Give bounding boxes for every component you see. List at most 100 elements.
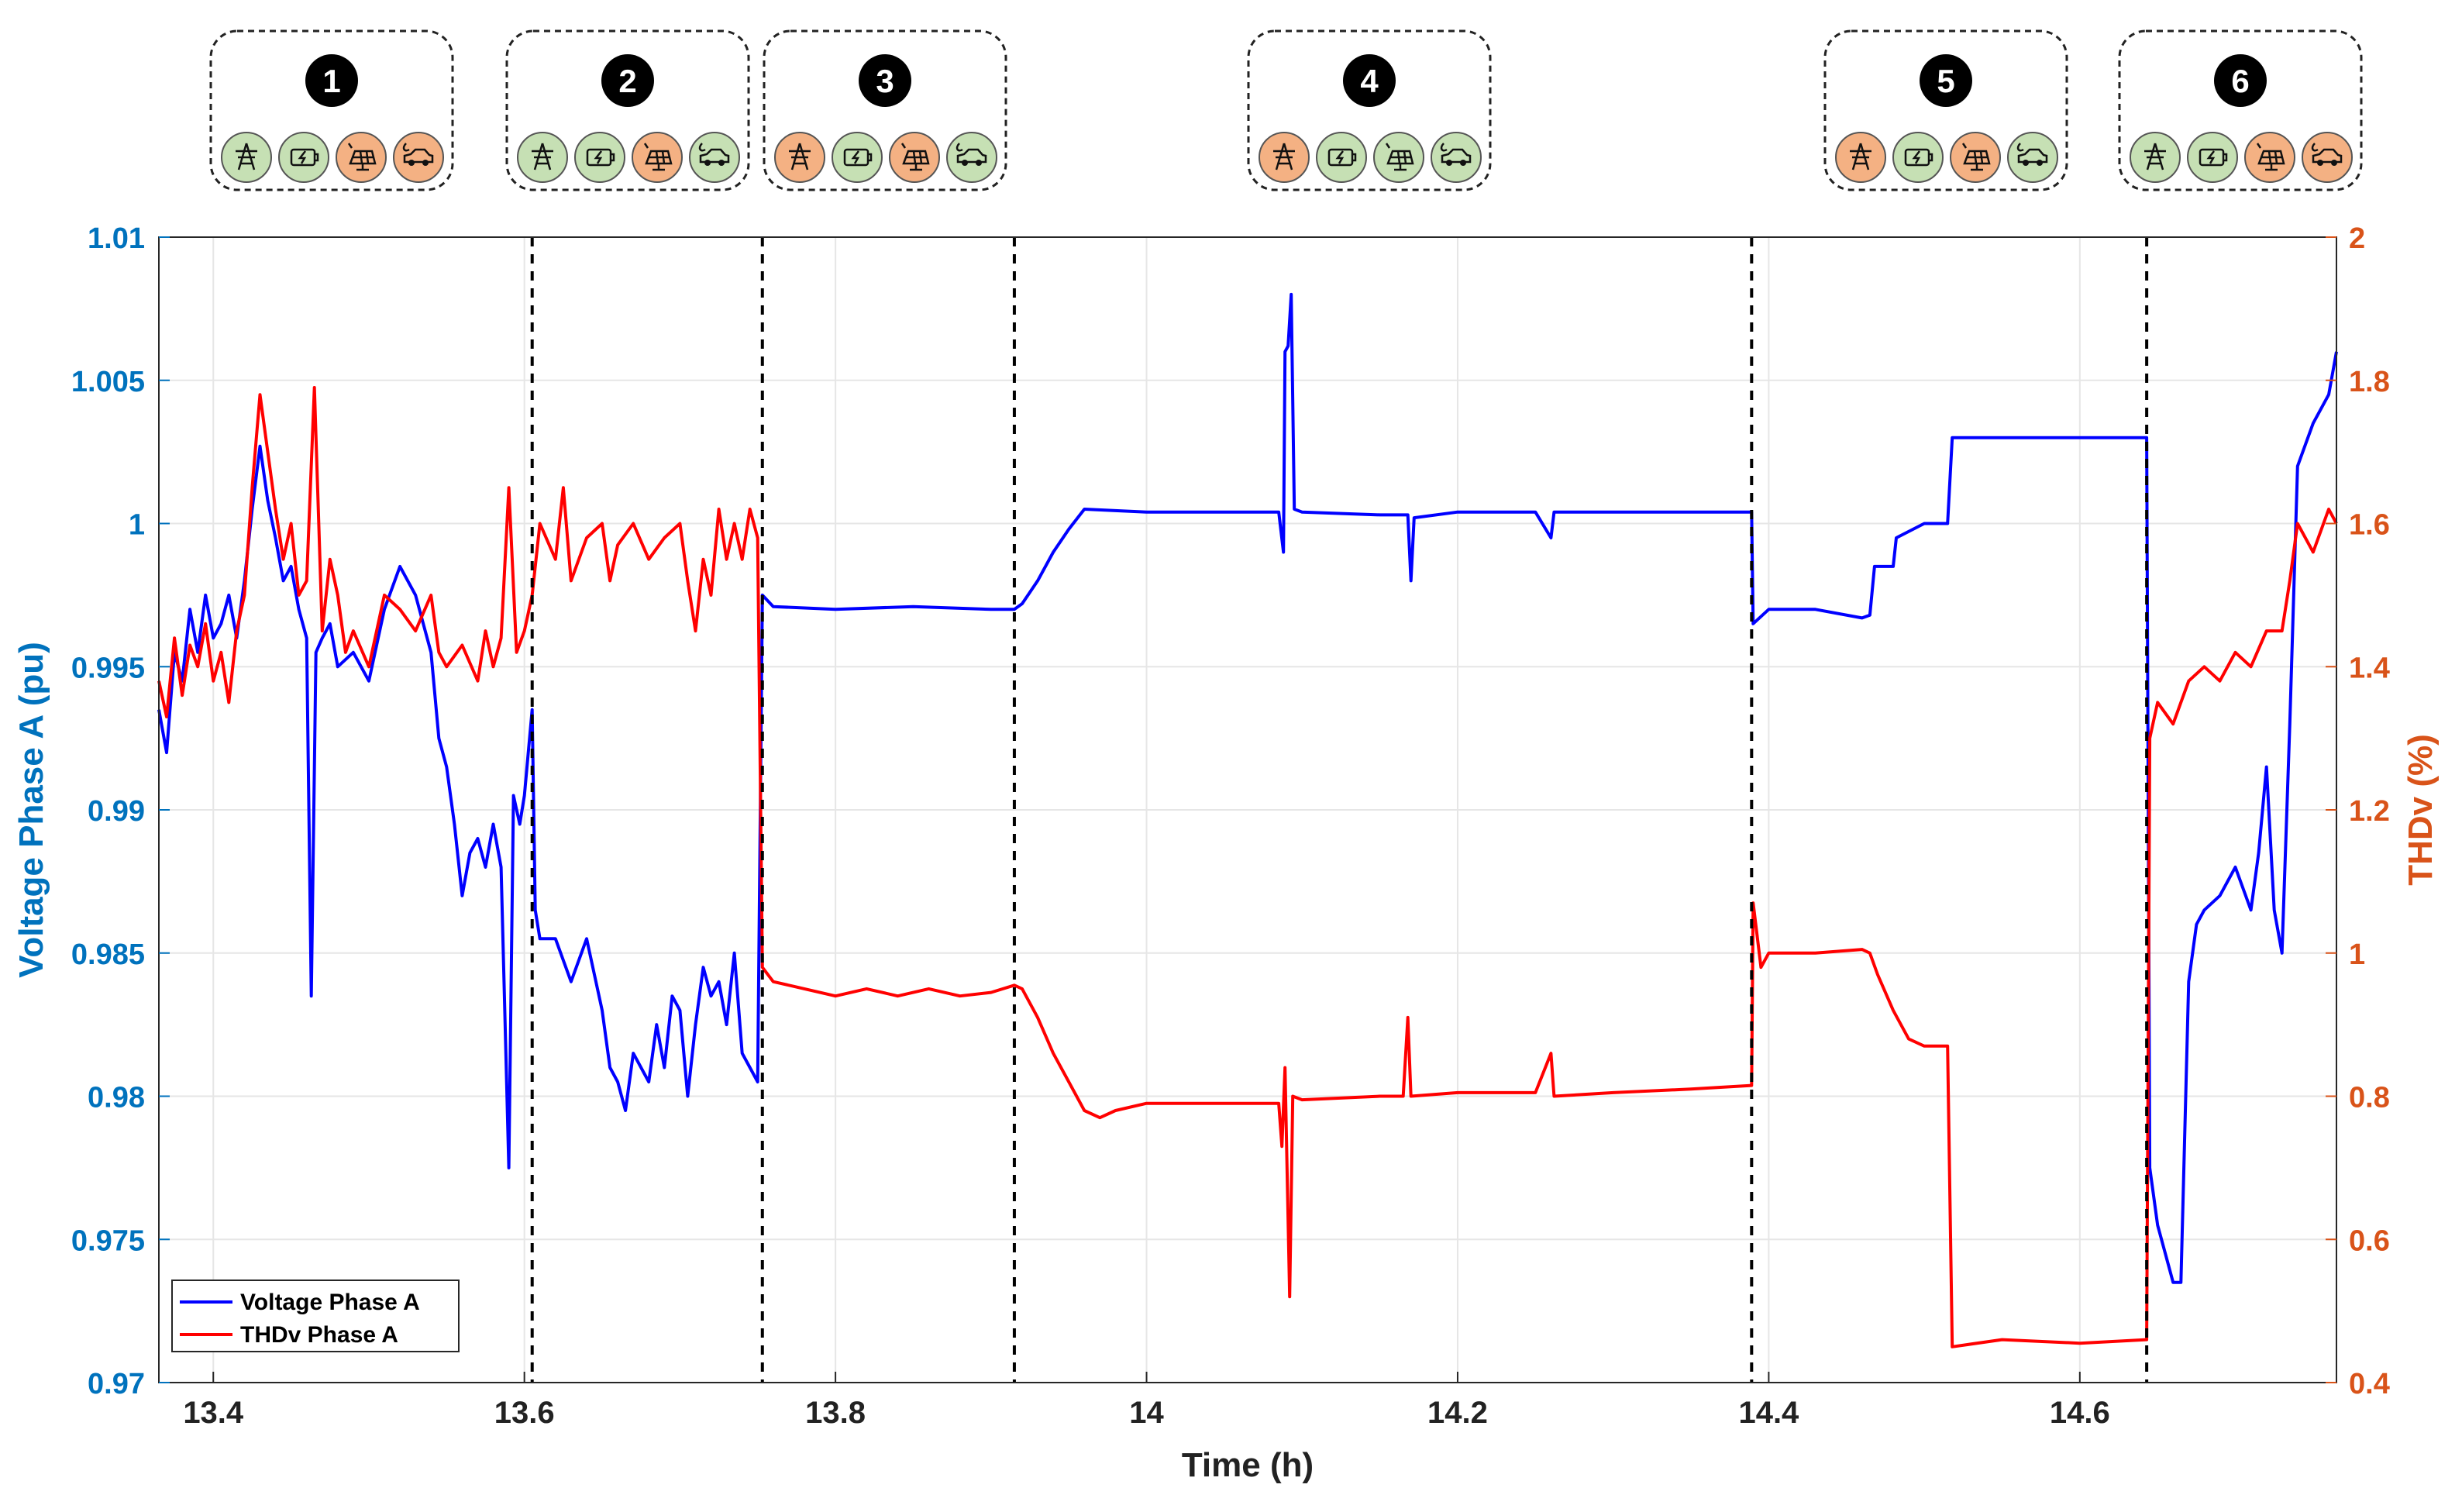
solar-panel-icon bbox=[1385, 143, 1414, 171]
car-wheel-icon bbox=[704, 160, 711, 166]
scenario-box bbox=[1247, 29, 1492, 191]
scenario-box bbox=[505, 29, 750, 191]
scenario-number: 2 bbox=[618, 63, 636, 99]
left-tick-label: 0.98 bbox=[88, 1082, 145, 1114]
bolt-icon bbox=[1912, 150, 1933, 164]
car-wheel-icon bbox=[422, 160, 429, 166]
solar-panel-icon bbox=[900, 143, 930, 171]
left-y-axis-title: Voltage Phase A (pu) bbox=[12, 642, 50, 978]
scenario-box bbox=[1823, 29, 2068, 191]
battery-charging-icon bbox=[586, 148, 612, 167]
transmission-tower-icon bbox=[789, 143, 811, 170]
battery-charging-icon bbox=[290, 148, 316, 167]
scenario-number-badge bbox=[1343, 54, 1396, 107]
legend-box bbox=[171, 1280, 460, 1352]
scenario-4: 4 bbox=[1247, 29, 1492, 191]
right-tick-label: 1.2 bbox=[2349, 795, 2390, 828]
x-tick-label: 14.2 bbox=[1427, 1396, 1488, 1430]
right-tick-label: 2 bbox=[2349, 222, 2365, 255]
ev-charging-car-icon bbox=[698, 143, 730, 164]
car-wheel-icon bbox=[408, 160, 415, 166]
ev-charging-car-icon bbox=[2016, 143, 2048, 164]
scenario-number-badge bbox=[2214, 54, 2267, 107]
scenario-box bbox=[209, 29, 454, 191]
event-lines bbox=[530, 237, 2149, 1383]
scenario-number-badge bbox=[601, 54, 654, 107]
right-tick-label: 0.4 bbox=[2349, 1368, 2390, 1400]
scenario-number-badge bbox=[859, 54, 911, 107]
right-tick-label: 1 bbox=[2349, 939, 2365, 971]
legend-thdv-label: THDv Phase A bbox=[240, 1322, 398, 1348]
left-tick-label: 1 bbox=[129, 509, 145, 542]
legend-voltage-label: Voltage Phase A bbox=[240, 1290, 420, 1315]
source-status-circle bbox=[689, 132, 740, 183]
scenario-number: 1 bbox=[322, 63, 340, 99]
left-tick-label: 1.01 bbox=[88, 222, 145, 255]
ev-charging-car-icon bbox=[1440, 143, 1472, 164]
legend: Voltage Phase A THDv Phase A bbox=[171, 1280, 460, 1352]
right-tick-label: 1.6 bbox=[2349, 509, 2390, 542]
scenario-box bbox=[2118, 29, 2363, 191]
scenario-1: 1 bbox=[209, 29, 454, 191]
scenario-number: 5 bbox=[1937, 63, 1954, 99]
scenario-number-badge bbox=[1920, 54, 1972, 107]
source-status-circle bbox=[946, 132, 997, 183]
solar-panel-icon bbox=[2256, 143, 2285, 171]
data-series bbox=[157, 292, 2338, 1348]
battery-charging-icon bbox=[2199, 148, 2225, 167]
x-tick-label: 13.6 bbox=[494, 1396, 555, 1430]
x-tick-label: 13.8 bbox=[805, 1396, 866, 1430]
source-status-circle bbox=[2302, 132, 2353, 183]
voltage-phase-a-line bbox=[157, 292, 2338, 1284]
left-tick-label: 1.005 bbox=[71, 366, 145, 398]
scenario-3: 3 bbox=[763, 29, 1007, 191]
source-status-circle bbox=[1431, 132, 1482, 183]
ev-charging-car-icon bbox=[402, 143, 434, 164]
car-wheel-icon bbox=[1446, 160, 1452, 166]
left-tick-label: 0.97 bbox=[88, 1368, 145, 1400]
left-tick-label: 0.975 bbox=[71, 1224, 145, 1257]
solar-panel-icon bbox=[643, 143, 673, 171]
bolt-icon bbox=[594, 150, 615, 164]
right-tick-label: 1.8 bbox=[2349, 366, 2390, 398]
right-tick-label: 0.6 bbox=[2349, 1224, 2390, 1257]
right-tick-label: 1.4 bbox=[2349, 652, 2390, 684]
transmission-tower-icon bbox=[532, 143, 553, 170]
scenario-box bbox=[763, 29, 1007, 191]
car-wheel-icon bbox=[2317, 160, 2323, 166]
scenario-number: 3 bbox=[876, 63, 894, 99]
scenario-6: 6 bbox=[2118, 29, 2363, 191]
car-wheel-icon bbox=[718, 160, 725, 166]
left-tick-label: 0.995 bbox=[71, 652, 145, 684]
x-tick-label: 13.4 bbox=[183, 1396, 244, 1430]
bolt-icon bbox=[2206, 150, 2228, 164]
car-wheel-icon bbox=[2023, 160, 2029, 166]
left-tick-label: 0.99 bbox=[88, 795, 145, 828]
transmission-tower-icon bbox=[2144, 143, 2166, 170]
bolt-icon bbox=[851, 150, 873, 164]
solar-panel-icon bbox=[347, 143, 377, 171]
x-axis-title: Time (h) bbox=[1182, 1446, 1314, 1484]
bolt-icon bbox=[1335, 150, 1357, 164]
solar-panel-icon bbox=[1961, 143, 1991, 171]
thdv-phase-a-line bbox=[157, 386, 2338, 1348]
scenario-number: 6 bbox=[2231, 63, 2249, 99]
car-wheel-icon bbox=[962, 160, 968, 166]
transmission-tower-icon bbox=[1273, 143, 1295, 170]
car-wheel-icon bbox=[1460, 160, 1466, 166]
scenario-5: 5 bbox=[1823, 29, 2068, 191]
source-status-circle bbox=[393, 132, 444, 183]
axis-ticks: 13.4 13.6 13.8 14 14.2 14.4 14.6 0.97 0.975 0.98 0… bbox=[71, 222, 2390, 1430]
source-status-circle bbox=[2007, 132, 2058, 183]
left-tick-label: 0.985 bbox=[71, 939, 145, 971]
car-wheel-icon bbox=[976, 160, 982, 166]
right-y-axis-title: THDv (%) bbox=[2402, 734, 2440, 886]
ev-charging-car-icon bbox=[2311, 143, 2343, 164]
battery-charging-icon bbox=[1327, 148, 1354, 167]
x-tick-label: 14 bbox=[1129, 1396, 1164, 1430]
transmission-tower-icon bbox=[236, 143, 257, 170]
transmission-tower-icon bbox=[1850, 143, 1871, 170]
car-wheel-icon bbox=[2037, 160, 2043, 166]
ev-charging-car-icon bbox=[956, 143, 987, 164]
